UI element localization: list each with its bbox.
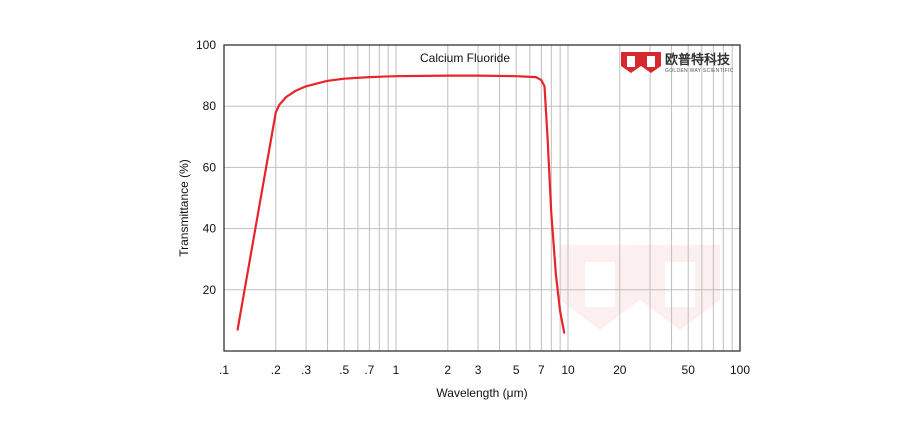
series-lines xyxy=(236,74,566,334)
x-tick-label: .3 xyxy=(301,363,311,377)
x-tick-label: .5 xyxy=(339,363,349,377)
x-tick-label: 100 xyxy=(730,363,750,377)
y-tick-label: 60 xyxy=(203,160,217,174)
y-axis-title: Transmittance (%) xyxy=(177,159,191,257)
x-tick-label: 20 xyxy=(613,363,627,377)
x-axis-title: Wavelength (μm) xyxy=(436,386,527,400)
y-tick-label: 20 xyxy=(203,283,217,297)
watermark-logo xyxy=(560,245,720,330)
x-tick-label: 10 xyxy=(561,363,575,377)
y-tick-label: 40 xyxy=(203,222,217,236)
y-tick-label: 100 xyxy=(196,38,216,52)
x-tick-label: 2 xyxy=(444,363,451,377)
y-tick-label: 80 xyxy=(203,99,217,113)
x-tick-label: 7 xyxy=(538,363,545,377)
x-tick-label: 3 xyxy=(475,363,482,377)
x-tick-label: 1 xyxy=(393,363,400,377)
grid-lines xyxy=(224,45,740,351)
x-tick-label: .2 xyxy=(271,363,281,377)
transmittance-curve xyxy=(236,74,566,334)
x-tick-labels: .1 .2 .3 .5 .7 1 2 3 5 7 10 20 50 100 xyxy=(219,363,750,377)
plot-frame xyxy=(223,44,741,352)
x-tick-label: .1 xyxy=(219,363,229,377)
logo-mark-icon xyxy=(621,52,661,73)
logo-name-cn: 欧普特科技 xyxy=(665,52,731,68)
x-tick-label: 5 xyxy=(513,363,520,377)
logo-name-en: GOLDEN WAY SCIENTIFIC xyxy=(665,68,734,74)
x-tick-label: 50 xyxy=(682,363,696,377)
x-tick-label: .7 xyxy=(364,363,374,377)
plot-border xyxy=(223,44,741,352)
y-tick-labels: 20 40 60 80 100 xyxy=(196,38,216,297)
chart-title: Calcium Fluoride xyxy=(420,51,510,65)
brand-logo: 欧普特科技 GOLDEN WAY SCIENTIFIC xyxy=(621,52,734,74)
